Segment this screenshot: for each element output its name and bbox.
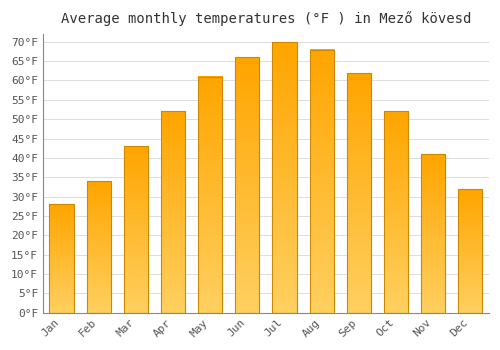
Bar — [198, 77, 222, 313]
Bar — [86, 181, 111, 313]
Bar — [458, 189, 482, 313]
Bar — [161, 111, 185, 313]
Bar — [272, 42, 296, 313]
Bar — [310, 50, 334, 313]
Bar — [236, 57, 260, 313]
Bar — [50, 204, 74, 313]
Bar — [124, 146, 148, 313]
Bar — [347, 73, 371, 313]
Bar — [421, 154, 445, 313]
Title: Average monthly temperatures (°F ) in Mező kövesd: Average monthly temperatures (°F ) in Me… — [60, 11, 471, 26]
Bar — [384, 111, 408, 313]
